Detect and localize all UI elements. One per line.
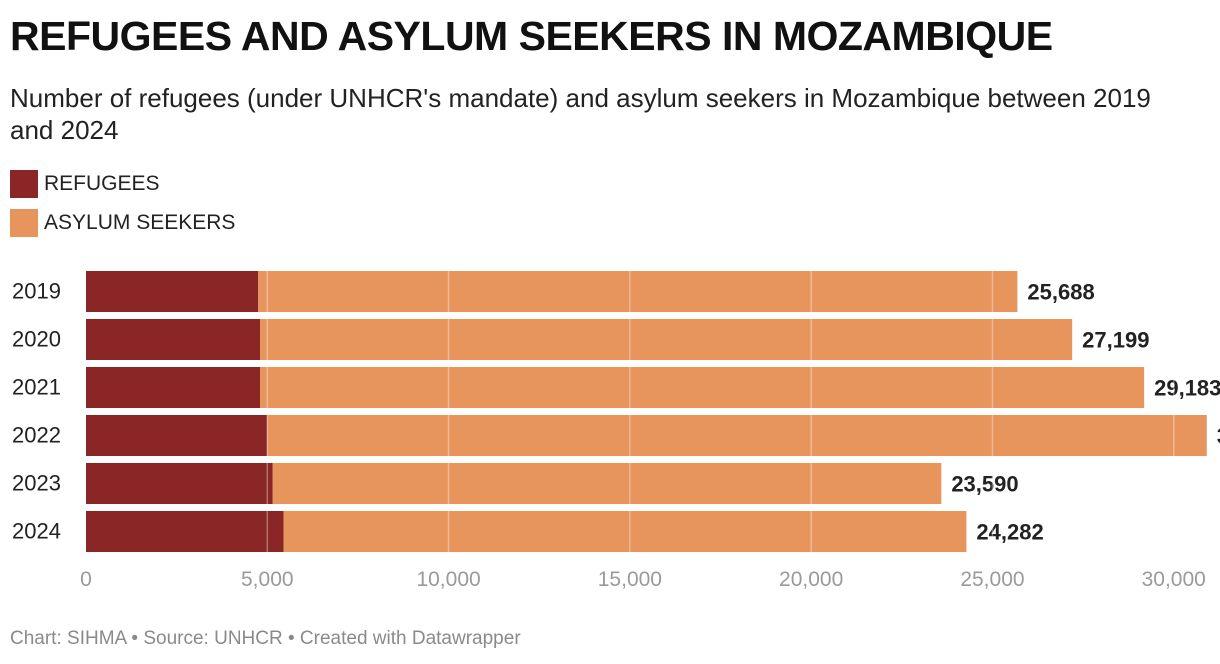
x-tick-label-15000: 15,000 [598,568,662,591]
x-tick-label-10000: 10,000 [416,568,480,591]
bar-asylum-seekers-2020 [260,319,1073,360]
category-label-2023: 2023 [12,471,61,496]
x-tick-label-25000: 25,000 [960,568,1024,591]
total-label-2019: 25,688 [1027,280,1094,305]
legend-item-refugees: REFUGEES [10,170,235,198]
bar-refugees-2020 [86,319,261,360]
legend-label-asylum-seekers: ASYLUM SEEKERS [44,211,236,234]
chart-title: REFUGEES AND ASYLUM SEEKERS IN MOZAMBIQU… [10,13,1053,59]
bar-refugees-2022 [86,415,268,456]
total-label-2022: 30,911 [1217,424,1220,449]
x-tick-label-20000: 20,000 [779,568,843,591]
chart-subtitle: Number of refugees (under UNHCR's mandat… [10,83,1151,145]
total-label-2024: 24,282 [976,520,1043,545]
total-label-2023: 23,590 [951,472,1018,497]
x-tick-label-30000: 30,000 [1142,568,1206,591]
stacked-bar-chart: 2019 25,688 2020 27,199 2021 29,183 2022 30,911… [12,271,1220,591]
total-label-2020: 27,199 [1082,328,1149,353]
bar-refugees-2019 [86,271,259,312]
category-label-2024: 2024 [12,519,61,544]
total-label-2021: 29,183 [1154,376,1220,401]
legend: REFUGEES ASYLUM SEEKERS [10,170,235,248]
legend-item-asylum-seekers: ASYLUM SEEKERS [10,209,235,237]
category-label-2022: 2022 [12,423,61,448]
chart-footer: Chart: SIHMA • Source: UNHCR • Created w… [10,628,521,649]
bar-refugees-2021 [86,367,261,408]
bar-asylum-seekers-2024 [283,511,967,552]
legend-swatch-refugees [10,170,38,198]
bar-asylum-seekers-2022 [267,415,1207,456]
bar-refugees-2024 [86,511,284,552]
x-tick-label-0: 0 [80,568,92,591]
bar-asylum-seekers-2019 [258,271,1018,312]
bar-asylum-seekers-2023 [272,463,942,504]
category-label-2020: 2020 [12,327,61,352]
category-label-2019: 2019 [12,279,61,304]
legend-label-refugees: REFUGEES [44,172,160,195]
category-label-2021: 2021 [12,375,61,400]
bar-asylum-seekers-2021 [260,367,1145,408]
legend-swatch-asylum-seekers [10,209,38,237]
x-tick-label-5000: 5,000 [241,568,294,591]
bar-refugees-2023 [86,463,273,504]
